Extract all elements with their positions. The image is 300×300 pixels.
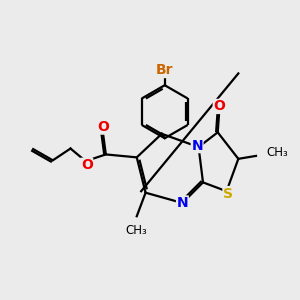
Text: O: O <box>81 158 93 172</box>
Text: O: O <box>213 99 225 113</box>
Text: CH₃: CH₃ <box>126 224 148 237</box>
Text: N: N <box>177 196 188 210</box>
Text: CH₃: CH₃ <box>266 146 288 159</box>
Text: S: S <box>223 187 233 201</box>
Text: Br: Br <box>156 64 173 77</box>
Text: O: O <box>97 120 109 134</box>
Text: N: N <box>191 139 203 153</box>
